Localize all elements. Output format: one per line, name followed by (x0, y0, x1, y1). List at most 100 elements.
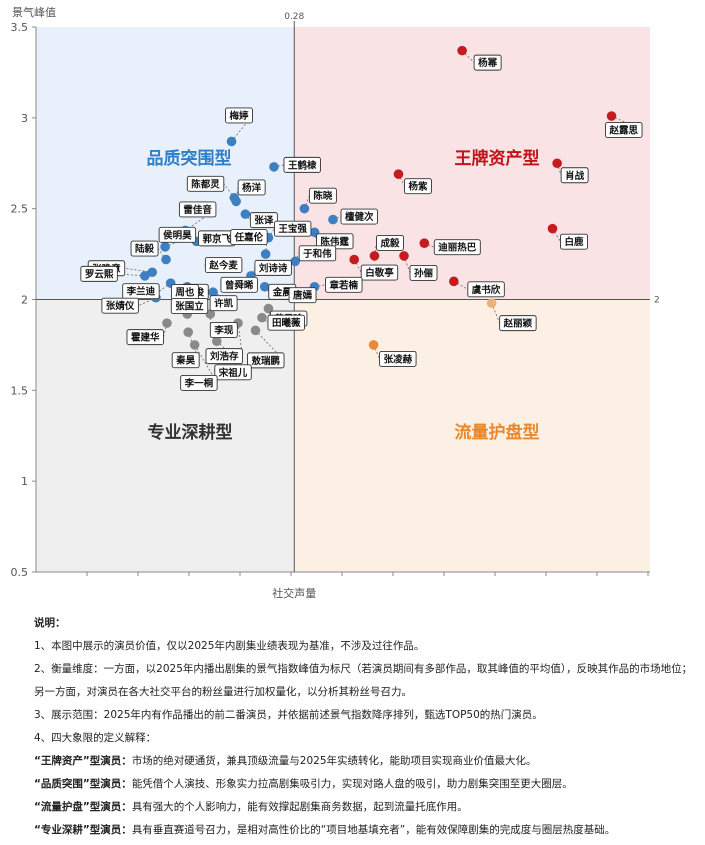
point-label: 杨洋 (237, 179, 266, 196)
point-label: 侯明昊 (158, 226, 197, 243)
point-label-text: 梅婷 (230, 110, 250, 122)
point-label-text: 王宝强 (278, 223, 307, 235)
point-label-box (205, 348, 243, 365)
leader-line (255, 330, 285, 361)
point-label-text: 赵今麦 (208, 259, 238, 271)
point-label-box (473, 54, 502, 71)
point-label: 周也 (170, 284, 199, 300)
point-label-box (178, 201, 217, 218)
quadrant-label: 流量护盘型 (455, 422, 540, 443)
point-label-box (298, 245, 337, 262)
data-point (369, 251, 380, 261)
point-label-text: 秦昊 (175, 355, 196, 367)
point-label-text: 霍建华 (131, 332, 160, 344)
leader-line (552, 228, 561, 242)
point-label-text: 虞书欣 (472, 284, 501, 296)
point-label-text: 章若楠 (330, 279, 359, 291)
point-label-box (267, 314, 305, 331)
chart-notes: 说明： 1、本图中展示的演员价值，仅以2025年内剧集业绩表现为基准，不涉及过往… (34, 612, 694, 842)
data-point (486, 298, 497, 308)
point-label-box (605, 122, 643, 138)
data-point (183, 327, 193, 338)
point-label-text: 白鹿 (565, 236, 585, 248)
def-term: “专业深耕”型演员： (34, 824, 132, 836)
point-label-box (209, 295, 238, 312)
point-label-text: 金晨 (272, 286, 293, 298)
point-label-text: 雷佳音 (183, 204, 212, 216)
point-label-text: 陈都灵 (191, 178, 220, 190)
data-point (226, 136, 237, 147)
point-label: 赵今麦 (204, 257, 243, 273)
y-threshold-label: 2 (654, 296, 660, 306)
point-label-text: 檀健次 (345, 211, 374, 223)
point-label: 孙俪 (409, 264, 438, 281)
x-axis-label: 社交声量 (272, 586, 316, 600)
data-point (211, 336, 222, 347)
data-point (449, 276, 459, 287)
point-label: 田曦薇 (267, 314, 305, 331)
point-label-box (230, 229, 268, 246)
point-label: 任嘉伦 (230, 229, 268, 246)
data-point (269, 162, 279, 172)
data-point (208, 287, 218, 298)
point-label: 李兰迪 (122, 283, 160, 300)
point-label-box (170, 298, 209, 314)
point-label-text: 肖战 (565, 170, 585, 182)
point-label-text: 陈晓 (313, 190, 333, 202)
data-point (263, 303, 274, 314)
point-label: 于和伟 (298, 245, 337, 262)
point-label-box (360, 264, 399, 281)
point-label-text: 罗云熙 (85, 269, 114, 280)
point-label: 王宝强 (273, 220, 312, 237)
point-label-box (122, 283, 160, 300)
data-point (606, 111, 617, 121)
leader-line (231, 115, 253, 142)
point-label-box (180, 374, 218, 391)
y-axis-label: 景气峰值 (12, 5, 56, 19)
def-text: 能凭借个人演技、形象实力拉高剧集吸引力，实现对路人盘的吸引，助力剧集突围至更大圈… (131, 778, 573, 790)
point-label-text: 王鹤棣 (288, 159, 317, 171)
point-label: 杨紫 (404, 178, 432, 195)
point-label-text: 杨洋 (242, 182, 262, 194)
point-label-box (225, 107, 253, 124)
data-point (299, 203, 310, 214)
leader-line (163, 323, 168, 338)
data-point (147, 267, 158, 278)
quadrant-label: 品质突围型 (147, 148, 232, 169)
data-point (393, 169, 404, 179)
data-point (160, 242, 170, 252)
point-label-box (499, 315, 537, 332)
data-point (349, 254, 360, 265)
quadrant-bg-bottom-right (294, 299, 650, 572)
y-tick-label: 1.5 (11, 384, 29, 397)
y-tick-label: 2 (21, 294, 28, 307)
point-label: 赵露思 (605, 122, 643, 138)
data-point (419, 238, 430, 248)
point-label: 陈晓 (308, 187, 337, 204)
data-point (552, 158, 562, 169)
point-label-box (171, 352, 200, 369)
data-point (162, 318, 172, 328)
point-label-text: 刘诗诗 (259, 262, 288, 274)
point-label-box (560, 167, 589, 184)
point-label-box (158, 226, 197, 243)
leader-line (453, 280, 469, 290)
data-point (250, 325, 261, 336)
point-label: 宋祖儿 (214, 364, 252, 381)
quadrant-label: 王牌资产型 (455, 148, 540, 169)
point-label-text: 敖瑞鹏 (252, 355, 281, 367)
point-label-text: 李兰迪 (126, 286, 156, 298)
data-point (290, 256, 300, 267)
quadrant-bg-bottom-left (36, 299, 295, 572)
point-label: 曾舜晞 (220, 276, 258, 293)
point-label: 刘诗诗 (254, 259, 292, 276)
data-point (189, 340, 200, 350)
point-label: 肖战 (560, 167, 589, 184)
point-label-text: 宋祖儿 (218, 367, 248, 379)
point-label-box (220, 276, 258, 293)
notes-def: “王牌资产”型演员：市场的绝对硬通货，兼具顶级流量与2025年实绩转化，能助项目… (34, 750, 694, 773)
point-label-text: 李一桐 (184, 377, 214, 389)
point-label: 陆毅 (130, 240, 159, 257)
point-label-text: 任嘉伦 (234, 232, 264, 244)
point-label: 霍建华 (126, 329, 164, 346)
